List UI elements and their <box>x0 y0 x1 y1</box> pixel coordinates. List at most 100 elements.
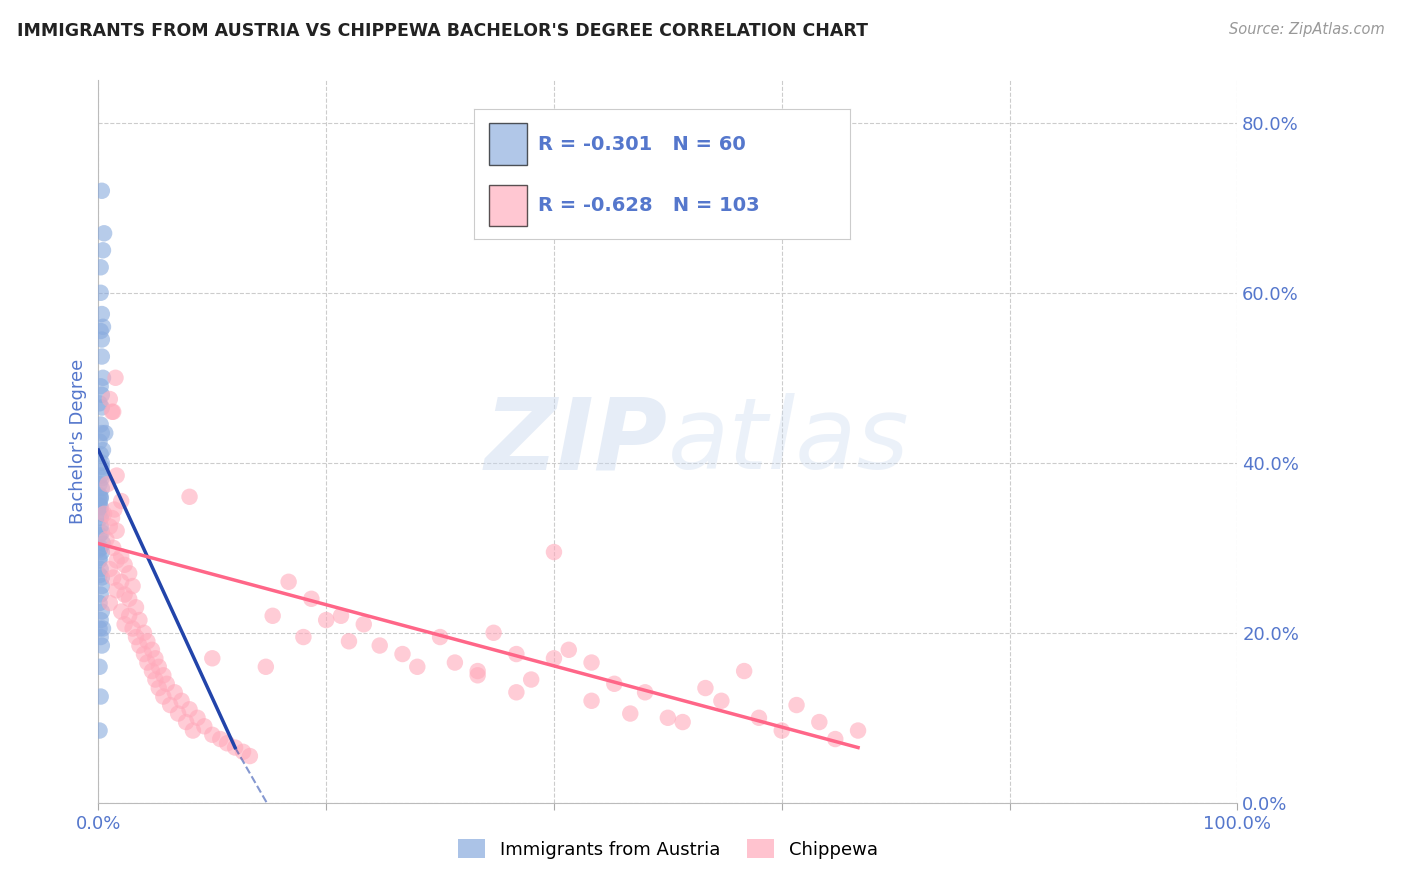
Point <box>217 736 239 750</box>
Point <box>90 500 112 514</box>
Point <box>90 570 112 584</box>
Point <box>148 681 170 695</box>
Point <box>90 456 112 470</box>
Point <box>353 617 375 632</box>
Point <box>89 622 111 636</box>
Legend: Immigrants from Austria, Chippewa: Immigrants from Austria, Chippewa <box>451 832 884 866</box>
Point <box>90 511 112 525</box>
Point <box>808 714 831 729</box>
Point <box>90 605 112 619</box>
Point <box>167 706 190 721</box>
Point <box>90 379 112 393</box>
Point <box>89 505 111 519</box>
Point <box>391 647 413 661</box>
Point <box>90 468 112 483</box>
Point <box>90 579 112 593</box>
Point <box>96 477 118 491</box>
Point <box>603 677 626 691</box>
Point <box>786 698 808 712</box>
Point <box>90 471 112 485</box>
Point <box>89 568 111 582</box>
Point <box>619 706 641 721</box>
Point <box>110 574 132 589</box>
Point <box>89 396 111 410</box>
Point <box>121 579 143 593</box>
Point <box>209 732 232 747</box>
Point <box>520 673 543 687</box>
Point <box>292 630 315 644</box>
Point <box>90 490 112 504</box>
Point <box>179 490 201 504</box>
Point <box>179 702 201 716</box>
Point <box>429 630 451 644</box>
Point <box>104 371 127 385</box>
Point <box>105 524 128 538</box>
Point <box>672 714 695 729</box>
Point <box>846 723 869 738</box>
Point <box>90 333 112 347</box>
Point <box>90 613 112 627</box>
Point <box>482 625 505 640</box>
Point <box>110 494 132 508</box>
Point <box>90 425 112 440</box>
Text: IMMIGRANTS FROM AUSTRIA VS CHIPPEWA BACHELOR'S DEGREE CORRELATION CHART: IMMIGRANTS FROM AUSTRIA VS CHIPPEWA BACH… <box>17 22 868 40</box>
Point <box>90 285 112 300</box>
Point <box>581 656 603 670</box>
Point <box>90 481 112 495</box>
Point <box>141 664 163 678</box>
Point <box>98 562 121 576</box>
Point <box>254 660 277 674</box>
Point <box>90 350 112 364</box>
Point <box>110 549 132 564</box>
Point <box>101 405 124 419</box>
Point <box>145 673 167 687</box>
Point <box>299 591 322 606</box>
Y-axis label: Bachelor's Degree: Bachelor's Degree <box>69 359 87 524</box>
Point <box>136 656 159 670</box>
Point <box>114 588 136 602</box>
Point <box>330 608 353 623</box>
Point <box>733 664 755 678</box>
Point <box>105 553 128 567</box>
Point <box>118 566 141 581</box>
Point <box>181 723 204 738</box>
Point <box>224 740 246 755</box>
Point <box>90 460 112 475</box>
Point <box>101 511 124 525</box>
Point <box>337 634 360 648</box>
Point <box>90 324 112 338</box>
Point <box>748 711 770 725</box>
Text: Source: ZipAtlas.com: Source: ZipAtlas.com <box>1229 22 1385 37</box>
Point <box>93 227 115 241</box>
Point <box>118 608 141 623</box>
Point <box>201 651 224 665</box>
Point <box>368 639 391 653</box>
Point <box>125 600 148 615</box>
Point <box>94 425 117 440</box>
Point <box>98 392 121 406</box>
Point <box>201 728 224 742</box>
Point <box>558 642 581 657</box>
Point <box>824 732 846 747</box>
Point <box>105 468 128 483</box>
Point <box>90 525 112 540</box>
Point <box>90 562 112 576</box>
Point <box>89 488 111 502</box>
Point <box>89 434 111 449</box>
Point <box>89 660 111 674</box>
Point <box>114 617 136 632</box>
Text: ZIP: ZIP <box>485 393 668 490</box>
Point <box>232 745 254 759</box>
Point <box>136 634 159 648</box>
Point <box>444 656 467 670</box>
Point <box>239 749 262 764</box>
Point <box>89 542 111 557</box>
Point <box>103 570 125 584</box>
Point <box>543 545 565 559</box>
Point <box>118 591 141 606</box>
Point <box>98 596 121 610</box>
Point <box>96 533 118 547</box>
Point <box>406 660 429 674</box>
Point <box>91 622 114 636</box>
Point <box>174 714 197 729</box>
